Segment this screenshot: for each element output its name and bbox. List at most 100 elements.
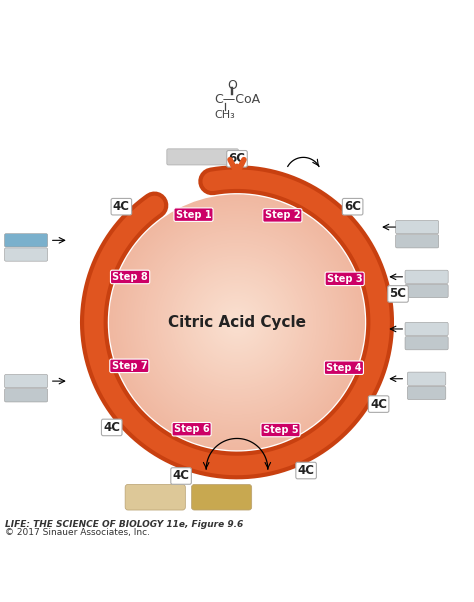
Circle shape	[138, 223, 336, 421]
Text: © 2017 Sinauer Associates, Inc.: © 2017 Sinauer Associates, Inc.	[5, 528, 150, 537]
Circle shape	[199, 284, 275, 361]
Circle shape	[133, 219, 341, 426]
Text: LIFE: THE SCIENCE OF BIOLOGY 11e, Figure 9.6: LIFE: THE SCIENCE OF BIOLOGY 11e, Figure…	[5, 520, 243, 529]
Circle shape	[114, 199, 360, 445]
Circle shape	[216, 302, 258, 343]
Circle shape	[236, 321, 238, 324]
Circle shape	[228, 312, 246, 332]
Circle shape	[152, 238, 322, 407]
Text: CH₃: CH₃	[215, 110, 236, 120]
FancyBboxPatch shape	[167, 149, 238, 165]
Text: Step 5: Step 5	[263, 425, 298, 435]
Text: 6C: 6C	[228, 152, 246, 166]
Text: Step 1: Step 1	[176, 209, 211, 220]
Text: Citric Acid Cycle: Citric Acid Cycle	[168, 315, 306, 330]
Text: 5C: 5C	[390, 287, 407, 300]
Text: C—CoA: C—CoA	[214, 93, 260, 106]
Circle shape	[194, 279, 280, 365]
FancyBboxPatch shape	[405, 270, 448, 284]
FancyBboxPatch shape	[395, 235, 439, 248]
Circle shape	[187, 273, 287, 372]
Circle shape	[208, 294, 266, 351]
Circle shape	[168, 253, 306, 391]
Text: 4C: 4C	[173, 470, 190, 482]
Circle shape	[203, 289, 271, 356]
Circle shape	[146, 231, 328, 414]
Circle shape	[135, 220, 339, 425]
Circle shape	[186, 271, 288, 373]
Text: 4C: 4C	[103, 421, 120, 434]
Text: Step 4: Step 4	[326, 363, 362, 373]
Circle shape	[147, 233, 327, 412]
Circle shape	[178, 263, 296, 382]
Circle shape	[118, 204, 356, 441]
Text: Step 2: Step 2	[264, 211, 300, 220]
FancyBboxPatch shape	[405, 322, 448, 335]
Circle shape	[195, 281, 279, 364]
Circle shape	[205, 290, 269, 355]
FancyBboxPatch shape	[405, 337, 448, 350]
Circle shape	[200, 285, 274, 359]
Circle shape	[182, 268, 292, 377]
Text: 6C: 6C	[344, 200, 361, 213]
Circle shape	[149, 234, 325, 411]
Text: 4C: 4C	[113, 200, 130, 213]
Circle shape	[234, 319, 240, 326]
Circle shape	[157, 243, 317, 402]
Circle shape	[224, 309, 250, 335]
Text: 4C: 4C	[298, 464, 315, 477]
Circle shape	[174, 260, 300, 385]
Circle shape	[127, 212, 347, 433]
Text: Step 3: Step 3	[327, 274, 363, 284]
Circle shape	[229, 314, 245, 330]
FancyBboxPatch shape	[5, 374, 47, 388]
Circle shape	[173, 258, 301, 386]
FancyBboxPatch shape	[125, 485, 185, 510]
Circle shape	[219, 305, 255, 340]
Circle shape	[179, 265, 294, 380]
Circle shape	[213, 299, 261, 346]
FancyBboxPatch shape	[405, 284, 448, 297]
FancyBboxPatch shape	[5, 248, 47, 261]
Circle shape	[131, 217, 343, 428]
Circle shape	[141, 226, 333, 418]
Circle shape	[215, 300, 259, 345]
Circle shape	[207, 292, 267, 353]
Text: Step 6: Step 6	[174, 424, 210, 434]
Circle shape	[136, 222, 338, 423]
FancyBboxPatch shape	[407, 372, 446, 385]
Circle shape	[211, 297, 263, 348]
Circle shape	[170, 255, 304, 389]
Circle shape	[159, 244, 315, 401]
Circle shape	[139, 225, 335, 420]
Text: 4C: 4C	[370, 397, 387, 411]
Circle shape	[226, 311, 248, 334]
Circle shape	[115, 200, 359, 444]
Circle shape	[176, 261, 298, 383]
Circle shape	[164, 249, 310, 396]
Circle shape	[123, 209, 351, 436]
Circle shape	[120, 205, 354, 439]
FancyBboxPatch shape	[5, 389, 47, 402]
Circle shape	[143, 228, 331, 417]
Circle shape	[166, 252, 307, 393]
Circle shape	[221, 306, 253, 338]
FancyBboxPatch shape	[395, 220, 439, 234]
Circle shape	[162, 247, 312, 397]
Circle shape	[232, 317, 242, 327]
FancyBboxPatch shape	[191, 485, 252, 510]
Circle shape	[109, 194, 365, 450]
Circle shape	[122, 207, 352, 438]
Text: O: O	[228, 79, 237, 92]
Circle shape	[189, 275, 285, 370]
Circle shape	[218, 303, 256, 341]
Circle shape	[165, 250, 309, 394]
Circle shape	[144, 229, 330, 415]
Circle shape	[181, 266, 293, 378]
Circle shape	[117, 202, 357, 442]
Circle shape	[210, 295, 264, 350]
Circle shape	[154, 239, 320, 406]
Circle shape	[151, 236, 323, 409]
Circle shape	[128, 214, 346, 431]
Circle shape	[112, 197, 362, 447]
